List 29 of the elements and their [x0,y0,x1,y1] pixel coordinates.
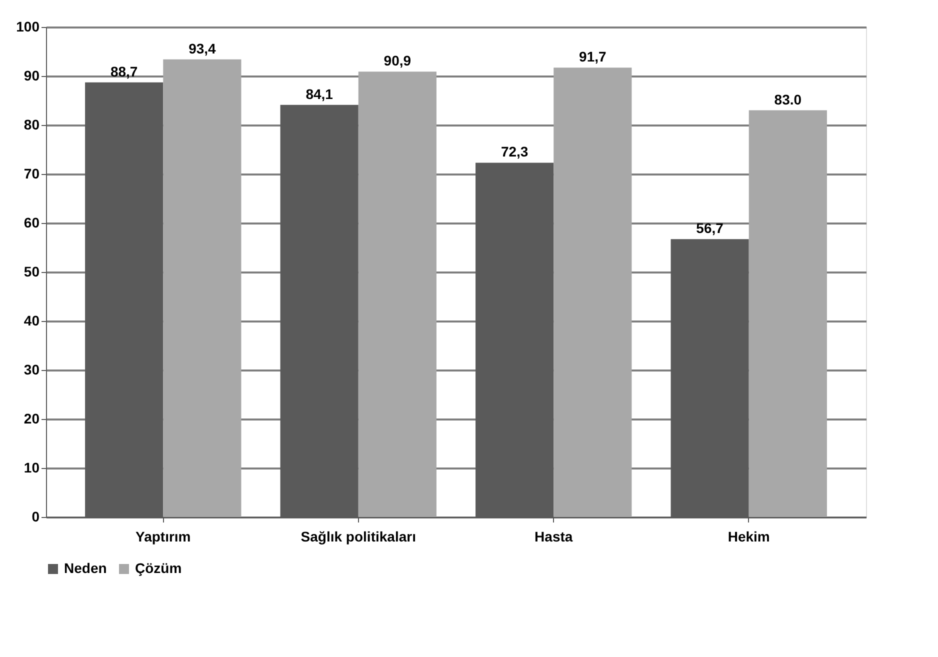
y-tick-label: 100 [16,18,40,34]
legend-label: Neden [64,560,107,576]
data-label: 88,7 [110,63,138,80]
bar [163,59,242,517]
data-label: 84,1 [306,86,334,102]
y-tick-label: 60 [24,214,40,230]
x-tick-label: Hasta [534,528,573,544]
x-tick-label: Yaptırım [136,528,191,544]
x-tick-label: Sağlık politikaları [300,528,416,544]
data-label: 90,9 [384,52,412,69]
y-tick-label: 0 [32,508,40,524]
y-tick-label: 80 [24,116,40,132]
data-label: 93,4 [188,40,216,56]
bar [748,110,827,517]
y-tick-label: 20 [24,410,40,426]
bar [554,68,632,517]
y-tick-label: 70 [24,166,40,182]
y-tick-label: 10 [24,460,40,476]
data-label: 83.0 [774,91,802,108]
data-label: 56,7 [696,220,724,236]
y-tick-label: 30 [24,362,40,378]
legend-label: Çözüm [135,560,182,576]
y-tick-label: 40 [24,312,40,328]
y-tick-label: 50 [24,264,40,280]
data-label: 91,7 [579,48,607,65]
data-label: 72,3 [500,144,528,160]
y-tick-label: 90 [24,68,40,84]
bar [358,72,436,517]
x-tick-label: Hekim [728,528,770,544]
